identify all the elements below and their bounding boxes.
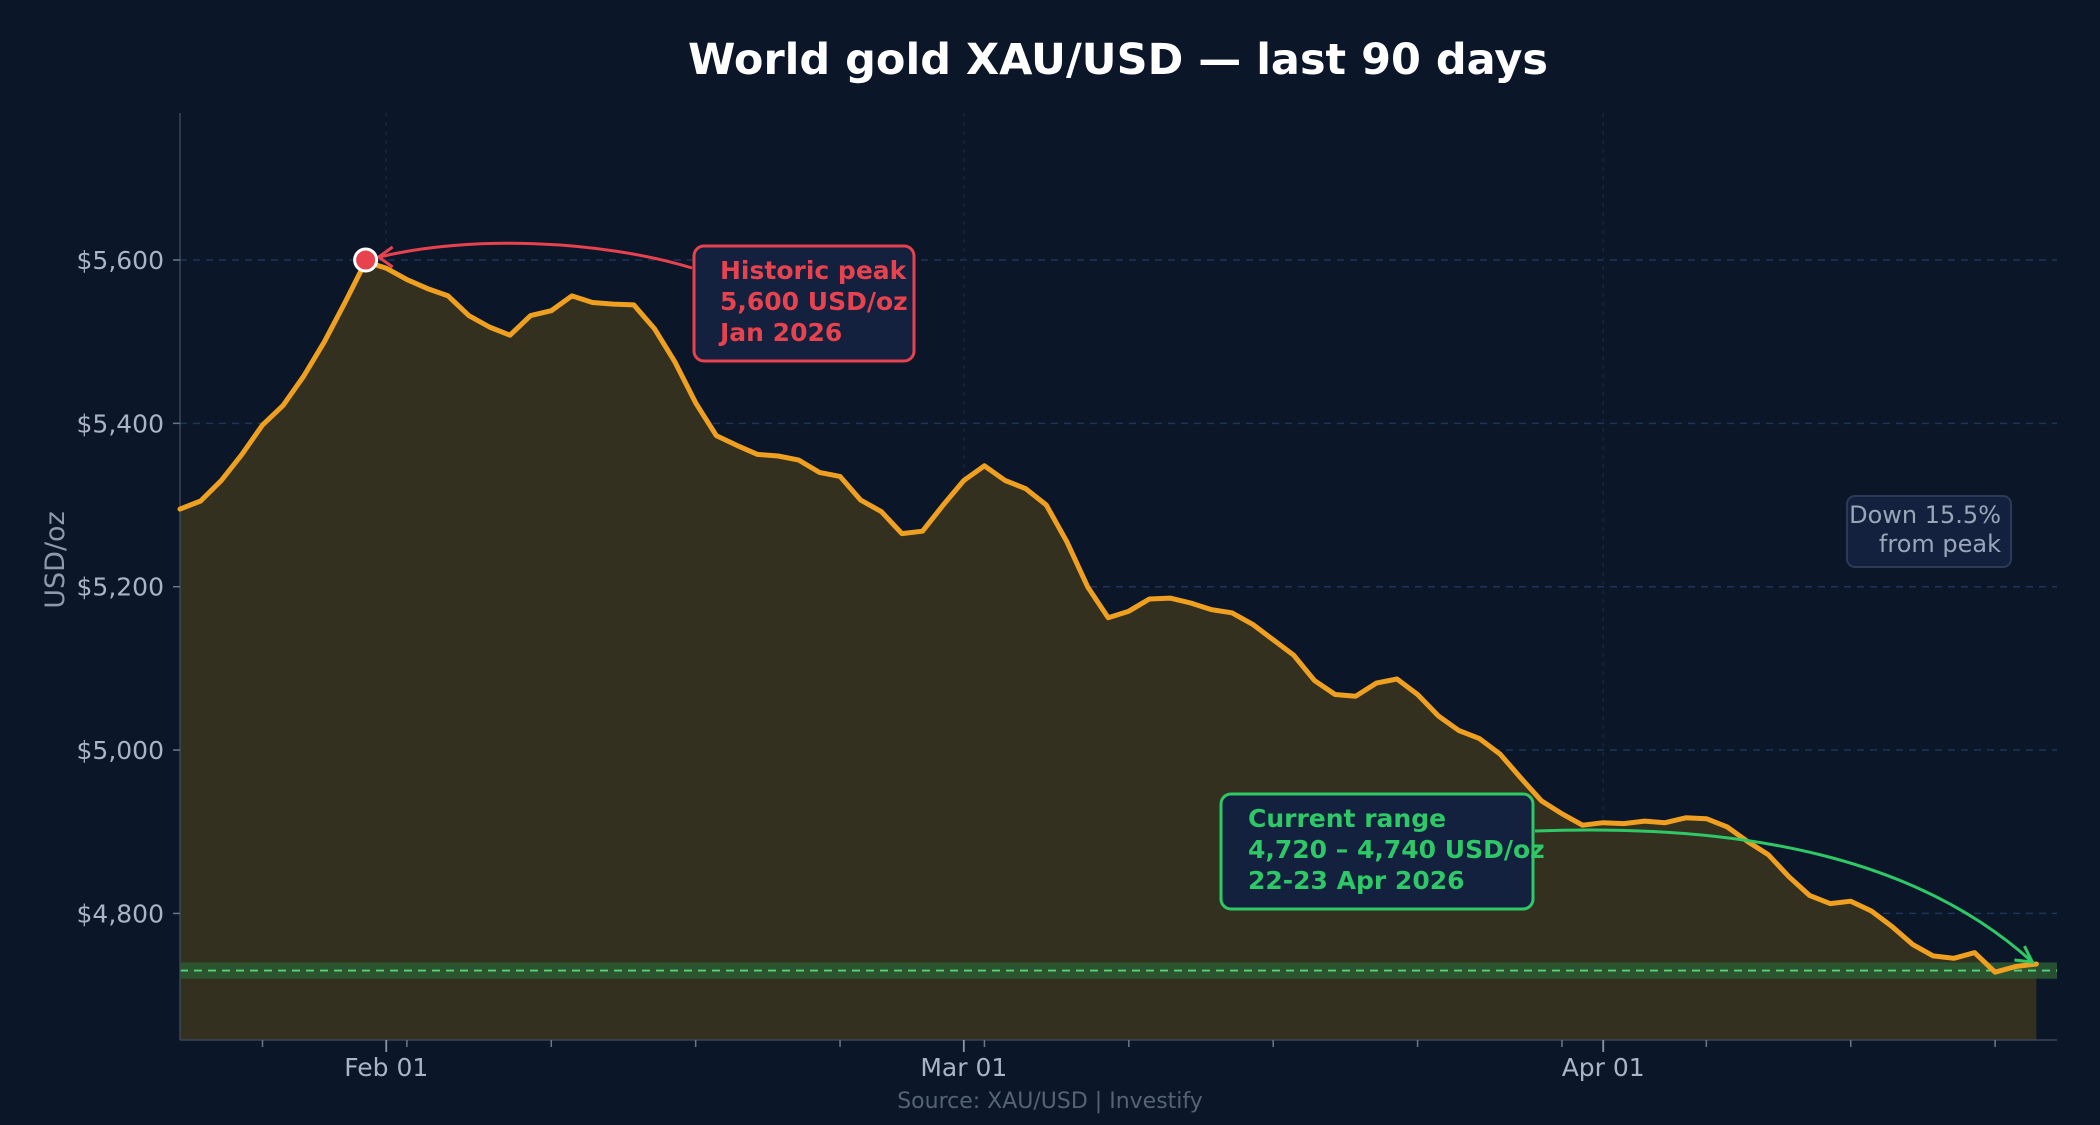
price-area-fill	[180, 261, 2037, 1041]
current-arrow	[1534, 828, 2034, 964]
y-tick-label: $5,200	[77, 573, 164, 602]
current-range-band	[180, 962, 2057, 979]
peak-annotation-box	[692, 244, 916, 363]
y-axis-ticks: $4,800 $5,000 $5,200 $5,400 $5,600	[77, 246, 180, 928]
price-line	[177, 259, 2039, 975]
current-annotation-box	[1219, 792, 1535, 911]
annotations: Historic peak 5,600 USD/oz Jan 2026 Curr…	[353, 241, 2035, 964]
x-tick-label: Apr 01	[1562, 1053, 1645, 1082]
drawdown-note-box	[1846, 495, 2012, 568]
peak-annotation-line-2: 5,600 USD/oz	[720, 287, 908, 316]
drawdown-note-line-1: Down 15.5%	[1849, 501, 2001, 529]
source-note: Source: XAU/USD | Investify	[897, 1089, 1203, 1114]
y-tick-label: $5,000	[77, 736, 164, 765]
price-series	[177, 259, 2039, 975]
x-tick-label: Mar 01	[920, 1053, 1007, 1082]
current-annotation-line-3: 22-23 Apr 2026	[1248, 866, 1465, 895]
x-axis-ticks: Feb 01 Mar 01 Apr 01	[261, 1040, 1996, 1082]
y-tick-label: $5,600	[77, 246, 164, 275]
current-annotation-line-2: 4,720 – 4,740 USD/oz	[1248, 835, 1545, 864]
peak-annotation-line-3: Jan 2026	[718, 318, 842, 347]
peak-annotation: Historic peak 5,600 USD/oz Jan 2026	[376, 241, 916, 363]
y-tick-label: $5,400	[77, 409, 164, 438]
axes	[179, 113, 2057, 1041]
peak-arrowhead	[376, 245, 394, 269]
peak-marker	[353, 247, 379, 273]
current-annotation: Current range 4,720 – 4,740 USD/oz 22-23…	[1219, 792, 2035, 964]
peak-annotation-line-1: Historic peak	[720, 256, 908, 285]
drawdown-note: Down 15.5% from peak	[1846, 495, 2012, 568]
current-arrowhead	[2014, 945, 2035, 964]
chart-title: World gold XAU/USD — last 90 days	[688, 35, 1548, 85]
y-tick-label: $4,800	[77, 899, 164, 928]
y-axis-label: USD/oz	[40, 511, 71, 608]
drawdown-note-line-2: from peak	[1879, 530, 2001, 558]
current-annotation-line-1: Current range	[1248, 804, 1446, 833]
peak-arrow	[379, 241, 693, 270]
x-tick-label: Feb 01	[344, 1053, 428, 1082]
price-area	[180, 261, 2037, 1041]
